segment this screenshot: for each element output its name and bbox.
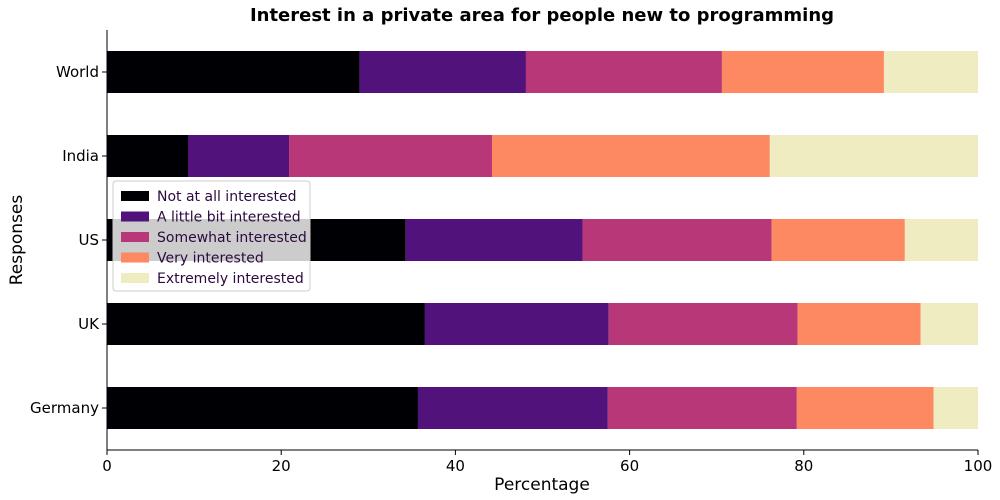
x-tick-label: 100 — [964, 457, 993, 475]
y-tick-label-germany: Germany — [30, 399, 99, 417]
bar-world-a-little-bit-interested — [359, 51, 526, 93]
bar-india-somewhat-interested — [289, 135, 492, 177]
legend-swatch — [121, 211, 149, 222]
bar-india-a-little-bit-interested — [188, 135, 290, 177]
bar-uk-somewhat-interested — [608, 303, 798, 345]
bar-uk-very-interested — [797, 303, 921, 345]
bar-uk-extremely-interested — [920, 303, 978, 345]
legend-box — [112, 180, 311, 292]
bar-world-not-at-all-interested — [107, 51, 360, 93]
legend-label: Very interested — [157, 251, 264, 267]
x-tick-label: 0 — [102, 457, 112, 475]
bar-world-extremely-interested — [883, 51, 978, 93]
bar-india-extremely-interested — [769, 135, 978, 177]
bar-germany-not-at-all-interested — [107, 387, 418, 429]
bar-world-somewhat-interested — [525, 51, 722, 93]
y-axis-label: Responses — [7, 195, 27, 286]
x-tick-label: 40 — [446, 457, 465, 475]
x-tick-label: 60 — [620, 457, 639, 475]
legend-label: A little bit interested — [157, 210, 301, 226]
bar-germany-very-interested — [796, 387, 934, 429]
y-tick-label-world: World — [56, 63, 99, 81]
bar-us-very-interested — [771, 219, 905, 261]
bar-uk-not-at-all-interested — [107, 303, 425, 345]
legend-label: Somewhat interested — [157, 230, 307, 246]
bar-germany-extremely-interested — [933, 387, 978, 429]
bar-uk-a-little-bit-interested — [424, 303, 609, 345]
bar-us-somewhat-interested — [582, 219, 772, 261]
chart-title: Interest in a private area for people ne… — [250, 5, 834, 26]
legend-swatch — [121, 252, 149, 263]
legend-label: Not at all interested — [157, 189, 297, 205]
legend-swatch — [121, 273, 149, 283]
legend-label: Extremely interested — [157, 271, 304, 287]
legend: Not at all interested A little bit intere… — [112, 180, 311, 292]
legend-swatch — [121, 191, 149, 201]
bars-layer — [107, 51, 978, 429]
bar-germany-a-little-bit-interested — [417, 387, 608, 429]
legend-swatch — [121, 232, 149, 242]
x-axis-label: Percentage — [494, 475, 590, 495]
bar-india-very-interested — [491, 135, 770, 177]
bar-us-extremely-interested — [904, 219, 978, 261]
bar-india-not-at-all-interested — [107, 135, 189, 177]
bar-germany-somewhat-interested — [607, 387, 797, 429]
x-tick-label: 20 — [272, 457, 291, 475]
x-tick-label: 80 — [794, 457, 813, 475]
y-tick-label-us: US — [78, 231, 99, 249]
y-tick-label-uk: UK — [78, 315, 100, 333]
axes-layer: 0 20 40 60 80 100 Germany UK US India World — [30, 30, 992, 475]
y-tick-label-india: India — [62, 147, 99, 165]
bar-world-very-interested — [721, 51, 884, 93]
bar-us-a-little-bit-interested — [405, 219, 583, 261]
